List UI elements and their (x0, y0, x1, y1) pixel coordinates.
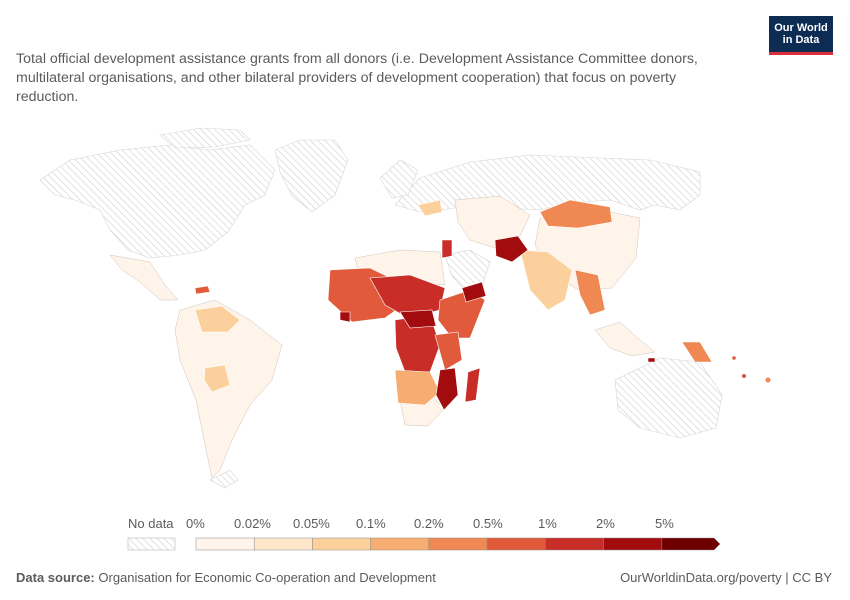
region-mozambique (435, 367, 459, 411)
legend-bin-label-8: 5% (655, 516, 674, 531)
region-south-america (174, 299, 283, 479)
region-southern-africa (394, 369, 441, 406)
no-data-regions (39, 127, 723, 489)
legend-swatch-4 (428, 537, 488, 551)
region-myanmar-indochina (574, 269, 606, 316)
mid-value-regions (194, 199, 713, 411)
legend-bin-label-1: 0.02% (234, 516, 271, 531)
legend-swatch-6 (545, 537, 604, 551)
legend-bin-label-4: 0.2% (414, 516, 444, 531)
chart-subtitle: Total official development assistance gr… (16, 51, 698, 105)
region-south-asia (519, 249, 573, 311)
legend-no-data-label: No data (128, 516, 174, 531)
region-syria (441, 239, 453, 259)
island-fiji (765, 377, 771, 383)
high-value-regions (194, 235, 656, 363)
region-north-america (39, 144, 276, 259)
pacific-islands (732, 356, 771, 383)
region-antarctic-tip (209, 469, 239, 489)
logo-accent-bar (769, 52, 833, 55)
legend-swatch-1 (253, 537, 313, 551)
region-madagascar (464, 367, 481, 403)
region-australia (614, 357, 723, 439)
region-timor (647, 357, 656, 363)
region-scandinavia (379, 159, 419, 199)
source-label: Data source: (16, 570, 95, 585)
region-yemen (461, 281, 487, 303)
footer-url[interactable]: OurWorldinData.org/poverty | CC BY (620, 570, 832, 585)
island-solomon (732, 356, 736, 360)
legend-bin-label-2: 0.05% (293, 516, 330, 531)
legend-bin-label-5: 0.5% (473, 516, 503, 531)
region-colombia-venezuela (194, 305, 241, 333)
region-southeast-asia-islands (594, 321, 656, 357)
region-greenland (274, 139, 349, 213)
region-papua-new-guinea (681, 341, 713, 363)
logo-line-1: Our World (774, 22, 828, 34)
legend-swatch-0 (195, 537, 255, 551)
region-haiti (194, 285, 211, 295)
legend-swatch-2 (312, 537, 371, 551)
legend-bin-label-6: 1% (538, 516, 557, 531)
region-south-sudan (399, 309, 437, 329)
legend (127, 537, 721, 551)
footer-source: Data source: Organisation for Economic C… (16, 570, 436, 585)
region-bolivia (203, 364, 231, 393)
legend-no-data-swatch (127, 537, 176, 551)
region-afghanistan (494, 235, 529, 263)
legend-swatch-3 (370, 537, 430, 551)
region-arctic-islands (159, 127, 251, 149)
region-mexico (109, 254, 179, 301)
region-sierra-leone (339, 311, 351, 323)
legend-swatch-5 (486, 537, 546, 551)
source-text: Organisation for Economic Co-operation a… (98, 570, 436, 585)
region-east-africa (434, 331, 463, 371)
island-vanuatu (742, 374, 746, 378)
legend-bin-label-3: 0.1% (356, 516, 386, 531)
logo-line-2: in Data (782, 34, 820, 46)
legend-swatch-7 (603, 537, 663, 551)
region-kazakhstan (417, 199, 443, 217)
legend-swatch-8 (661, 537, 721, 551)
owid-logo[interactable]: Our World in Data (769, 16, 833, 55)
legend-bin-label-0: 0% (186, 516, 205, 531)
legend-color-swatches (195, 537, 721, 551)
region-mongolia (539, 199, 613, 229)
legend-bin-label-7: 2% (596, 516, 615, 531)
